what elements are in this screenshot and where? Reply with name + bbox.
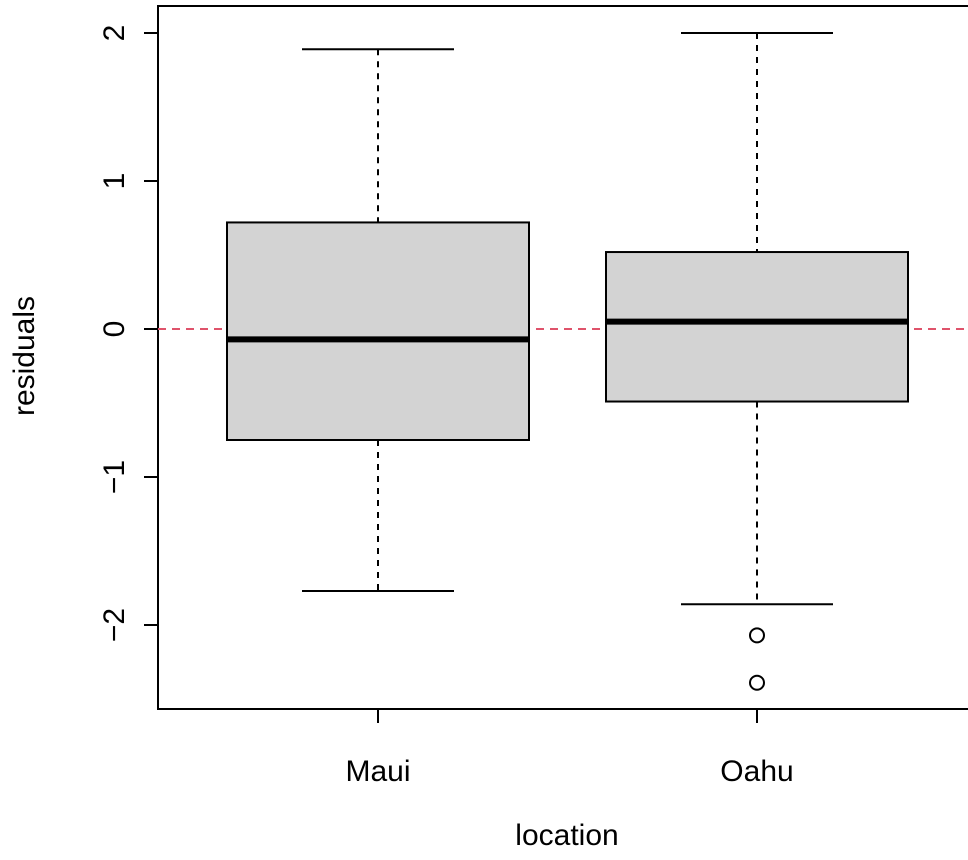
plot-frame <box>157 5 968 710</box>
x-tick-label-oahu: Oahu <box>720 755 793 788</box>
y-tick-label: −2 <box>98 608 131 642</box>
plot-area: 2 1 0 −1 −2 Maui Oahu <box>98 5 968 788</box>
y-tick-label: 1 <box>98 173 131 190</box>
box-maui <box>226 221 530 441</box>
outlier-point-oahu <box>749 627 765 644</box>
box-oahu <box>605 251 909 403</box>
outlier-point-oahu <box>749 674 765 691</box>
x-axis-title: location <box>515 819 618 852</box>
y-tick-label: 0 <box>98 321 131 338</box>
y-tick-label: −1 <box>98 460 131 494</box>
y-tick-label: 2 <box>98 25 131 42</box>
y-axis-title: residuals <box>8 296 41 416</box>
x-tick-label-maui: Maui <box>345 755 410 788</box>
